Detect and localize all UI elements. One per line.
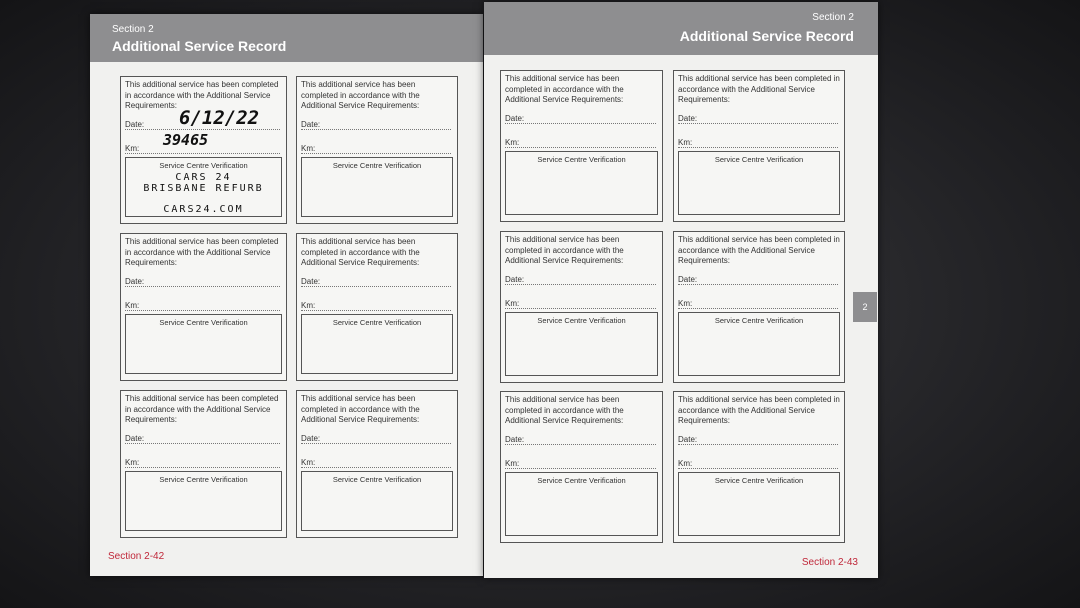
service-box: This additional service has been complet… [500, 231, 663, 383]
service-box: This additional service has been complet… [500, 391, 663, 543]
page-footer: Section 2-43 [801, 557, 858, 568]
verification-label: Service Centre Verification [714, 476, 804, 485]
km-field: Km: [301, 458, 451, 468]
verification-label: Service Centre Verification [714, 316, 804, 325]
handwritten-km: 39465 [163, 131, 209, 149]
km-field: Km: [125, 301, 280, 311]
verification-box: Service Centre Verification [505, 312, 658, 376]
box-text: This additional service has been complet… [505, 74, 624, 104]
page-title: Additional Service Record [112, 38, 287, 54]
page-footer: Section 2-42 [108, 551, 165, 562]
date-field: Date: [505, 275, 656, 285]
date-field: Date: [301, 277, 451, 287]
service-box: This additional service has been complet… [296, 76, 458, 224]
service-box: This additional service has been complet… [296, 390, 458, 538]
verification-box: Service Centre Verification [505, 472, 658, 536]
service-box: This additional service has been complet… [296, 233, 458, 381]
verification-label: Service Centre Verification [714, 155, 804, 164]
service-box: This additional service has been complet… [120, 390, 287, 538]
verification-box: Service Centre Verification [678, 312, 840, 376]
section-tab: 2 [853, 292, 877, 322]
verification-label: Service Centre Verification [159, 318, 248, 327]
verification-box: Service Centre Verification [301, 471, 453, 531]
verification-box: Service Centre Verification [505, 151, 658, 215]
service-box: This additional service has been complet… [673, 231, 845, 383]
km-field: Km: [678, 299, 838, 309]
date-field: Date: [678, 114, 838, 124]
box-text: This additional service has been complet… [678, 74, 840, 104]
left-page: Section 2 Additional Service Record Sectio… [90, 14, 483, 576]
service-box: This additional service has been complet… [120, 76, 287, 224]
verification-label: Service Centre Verification [332, 161, 422, 170]
stamp-line: CARS 24 [175, 172, 232, 183]
verification-label: Service Centre Verification [332, 318, 422, 327]
date-field: Date: [125, 277, 280, 287]
box-text: This additional service has been complet… [678, 395, 840, 425]
service-box: This additional service has been complet… [120, 233, 287, 381]
section-label: Section 2 [112, 24, 154, 35]
km-field: Km: [125, 458, 280, 468]
page-header: Section 2 Additional Service Record [90, 14, 483, 62]
km-field: Km: [301, 301, 451, 311]
verification-box: Service Centre Verification [678, 472, 840, 536]
box-text: This additional service has been complet… [505, 395, 624, 425]
right-page: Section 2 Additional Service Record Sectio… [484, 2, 878, 578]
service-box: This additional service has been complet… [673, 70, 845, 222]
date-field: Date: [678, 275, 838, 285]
verification-label: Service Centre Verification [537, 316, 626, 325]
service-box: This additional service has been complet… [673, 391, 845, 543]
box-text: This additional service has been complet… [678, 235, 840, 265]
box-text: This additional service has been complet… [301, 80, 420, 110]
service-box: This additional service has been complet… [500, 70, 663, 222]
box-text: This additional service has been complet… [505, 235, 624, 265]
section-label: Section 2 [812, 12, 854, 23]
verification-label: Service Centre Verification [537, 155, 626, 164]
verification-box: Service Centre Verification [301, 157, 453, 217]
km-field: Km: [505, 138, 656, 148]
verification-label: Service Centre Verification [537, 476, 626, 485]
box-text: This additional service has been complet… [301, 237, 420, 267]
box-text: This additional service has been complet… [125, 80, 279, 110]
date-field: Date: [301, 120, 451, 130]
page-header: Section 2 Additional Service Record [484, 2, 878, 55]
handwritten-date: 6/12/22 [179, 107, 260, 129]
verification-box: Service Centre Verification [678, 151, 840, 215]
verification-box: Service Centre Verification [125, 314, 282, 374]
km-field: Km: [301, 144, 451, 154]
km-field: Km: [505, 459, 656, 469]
verification-box: Service Centre Verification [125, 157, 282, 217]
date-field: Date: [125, 434, 280, 444]
page-title: Additional Service Record [679, 28, 854, 44]
box-text: This additional service has been complet… [125, 237, 279, 267]
km-field: Km: [678, 138, 838, 148]
date-field: Date: [505, 435, 656, 445]
stamp-line: BRISBANE REFURB [143, 183, 264, 194]
verification-label: Service Centre Verification [332, 475, 422, 484]
verification-label: Service Centre Verification [159, 475, 248, 484]
box-text: This additional service has been complet… [301, 394, 420, 424]
date-field: Date: [505, 114, 656, 124]
date-field: Date: [125, 120, 280, 130]
km-field: Km: [678, 459, 838, 469]
km-field: Km: [125, 144, 280, 154]
verification-box: Service Centre Verification [125, 471, 282, 531]
stamp-line: CARS24.COM [163, 204, 244, 215]
km-field: Km: [505, 299, 656, 309]
verification-box: Service Centre Verification [301, 314, 453, 374]
date-field: Date: [678, 435, 838, 445]
box-text: This additional service has been complet… [125, 394, 279, 424]
date-field: Date: [301, 434, 451, 444]
verification-label: Service Centre Verification [159, 161, 248, 170]
